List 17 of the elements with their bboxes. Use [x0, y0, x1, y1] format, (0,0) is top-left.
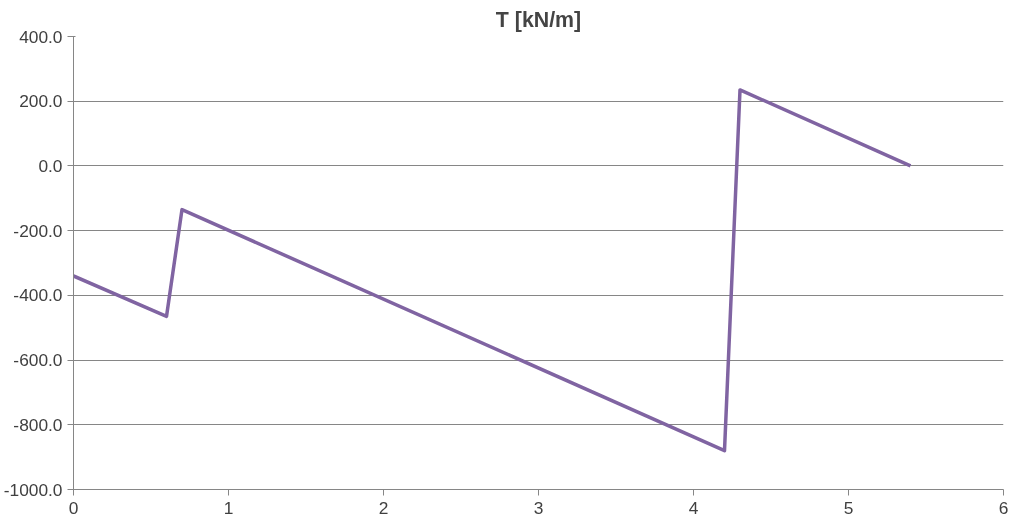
- y-tick-label: 0.0: [38, 155, 63, 176]
- y-tick-label: -1000.0: [3, 479, 63, 500]
- x-tick-label: 6: [998, 497, 1009, 516]
- y-tick-label: -200.0: [13, 220, 63, 241]
- y-tick-label: -400.0: [13, 285, 63, 306]
- x-tick-label: 5: [843, 497, 854, 516]
- x-tick-label: 1: [223, 497, 234, 516]
- y-tick-label: 200.0: [19, 91, 63, 112]
- chart-title: T [kN/m]: [495, 7, 582, 32]
- y-tick-label: 400.0: [19, 26, 63, 47]
- y-tick-label: -800.0: [13, 414, 63, 435]
- x-tick-label: 4: [688, 497, 699, 516]
- line-series: [73, 88, 913, 453]
- x-tick-label: 0: [68, 497, 79, 516]
- x-tick-label: 2: [378, 497, 389, 516]
- y-tick-label: -600.0: [13, 350, 63, 371]
- x-tick-label: 3: [533, 497, 544, 516]
